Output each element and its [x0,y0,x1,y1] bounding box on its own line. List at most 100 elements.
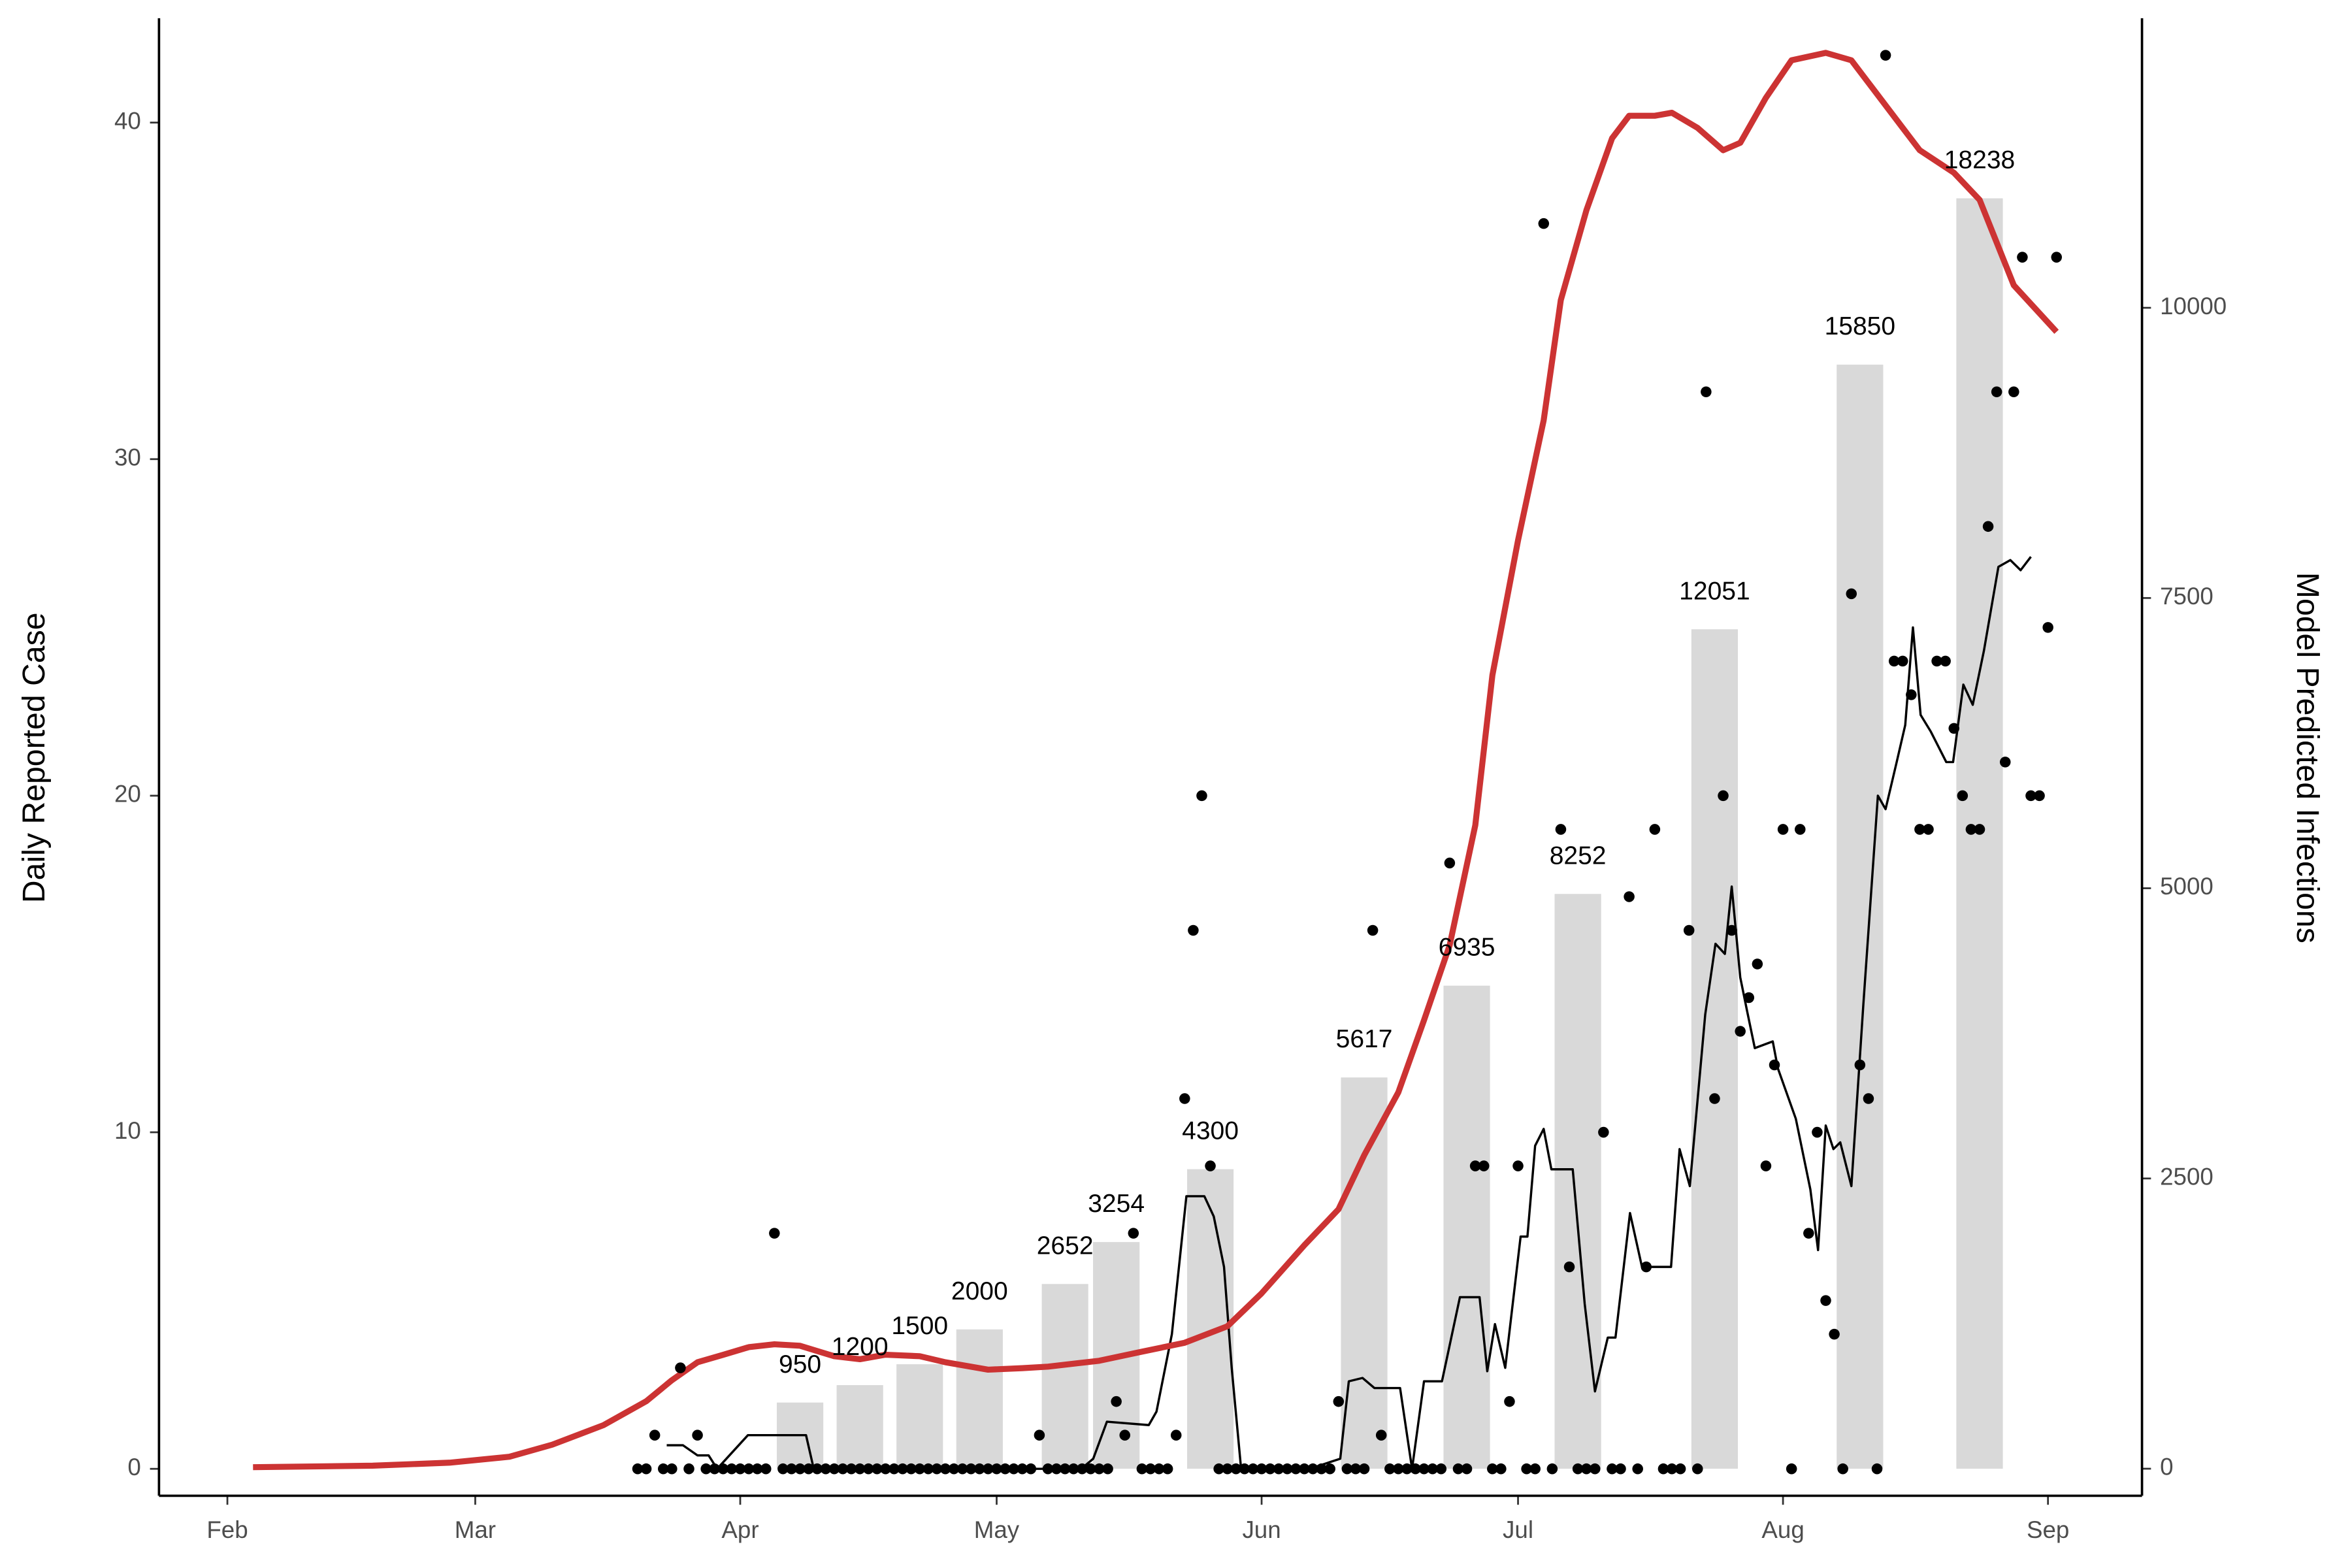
point [649,1429,661,1441]
bar-value-label: 12051 [1679,577,1750,605]
point [948,1463,960,1475]
point [1008,1463,1019,1475]
point [1914,824,1925,835]
point [1624,891,1635,902]
point [1367,924,1379,936]
point [1487,1463,1498,1475]
point [1718,790,1729,802]
point [1034,1429,1045,1441]
bar [836,1385,883,1469]
point [1837,1463,1848,1475]
point [991,1463,1002,1475]
point [1239,1463,1250,1475]
point [1384,1463,1396,1475]
point [1940,655,1951,667]
point [1170,1429,1182,1441]
point [956,1463,968,1475]
point [1546,1463,1558,1475]
point [914,1463,925,1475]
point [657,1463,669,1475]
y2-tick-label: 7500 [2160,583,2213,610]
point [1521,1463,1532,1475]
x-tick-label: Aug [1761,1516,1804,1543]
point [1230,1463,1242,1475]
point [1213,1463,1224,1475]
point [1957,790,1968,802]
point [1427,1463,1438,1475]
point [1435,1463,1447,1475]
point [1188,924,1199,936]
point [1812,1126,1823,1138]
point [1282,1463,1293,1475]
bar [896,1364,943,1469]
point [837,1463,849,1475]
point [1572,1463,1584,1475]
x-tick-label: Mar [455,1516,496,1543]
point [2042,622,2053,633]
point [1709,1093,1720,1104]
point [1128,1228,1139,1239]
point [1965,824,1977,835]
point [2017,252,2028,263]
bar-value-label: 15850 [1825,312,1896,340]
bar [1691,629,1739,1469]
y-tick-label: 20 [114,781,141,808]
bar-value-label: 1200 [832,1333,889,1361]
y-tick-label: 40 [114,107,141,134]
point [1948,723,1960,734]
point [1888,655,1900,667]
point [1145,1463,1156,1475]
point [897,1463,908,1475]
point [1880,50,1891,61]
point [983,1463,994,1475]
y2-tick-label: 5000 [2160,873,2213,900]
bar [1443,985,1490,1469]
point [1563,1261,1575,1273]
y-tick-label: 0 [127,1454,140,1480]
bar-value-label: 5617 [1336,1025,1393,1053]
point [1205,1160,1216,1171]
point [1350,1463,1362,1475]
point [1615,1463,1626,1475]
point [1598,1126,1609,1138]
point [2025,790,2036,802]
point [1077,1463,1088,1475]
point [640,1463,652,1475]
point [1341,1463,1353,1475]
point [1692,1463,1703,1475]
point [760,1463,772,1475]
point [700,1463,711,1475]
point [862,1463,874,1475]
point [666,1463,678,1475]
point [1752,958,1763,970]
point [2051,252,2063,263]
line [253,50,2059,1471]
point [1666,1463,1678,1475]
point [1999,757,2011,768]
point [1829,1328,1840,1340]
point [1196,790,1207,802]
point [1410,1463,1421,1475]
line [666,556,2032,1470]
point [1846,588,1857,600]
point [683,1463,694,1475]
point [1760,1160,1772,1171]
point [1529,1463,1541,1475]
point [1316,1463,1327,1475]
point [1658,1463,1669,1475]
point [1769,1059,1780,1071]
bar-value-label: 6935 [1439,934,1495,962]
point [1735,1026,1746,1037]
point [1803,1228,1814,1239]
point [1333,1396,1345,1407]
point [1683,924,1695,936]
point [939,1463,951,1475]
point [1452,1463,1464,1475]
point [1179,1093,1190,1104]
point [1786,1463,1797,1475]
point [769,1228,780,1239]
point [845,1463,857,1475]
y-axis-title: Daily Reported Case [16,612,52,903]
point [675,1362,686,1373]
